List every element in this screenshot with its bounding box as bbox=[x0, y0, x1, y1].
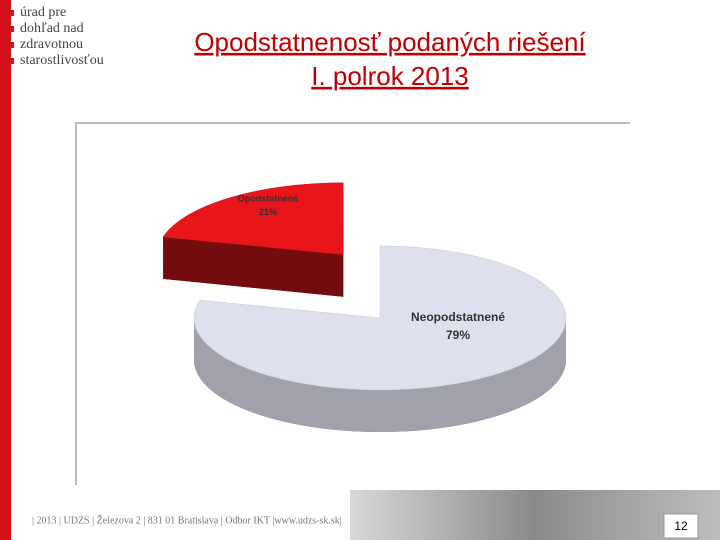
slice-label: Neopodstatnené bbox=[411, 310, 505, 324]
footer-text: | 2013 | UDZS | Železova 2 | 831 01 Brat… bbox=[32, 514, 342, 526]
logo: úrad pre dohľad nad zdravotnou starostli… bbox=[8, 5, 104, 68]
chart-frame bbox=[75, 122, 630, 485]
slice bbox=[162, 182, 344, 256]
logo-text: úrad pre bbox=[20, 5, 66, 20]
slice bbox=[193, 245, 567, 391]
page-number-box bbox=[663, 513, 699, 539]
slice-value-label: 21% bbox=[259, 207, 277, 217]
chart-title: Opodstatnenosť podaných riešení bbox=[194, 27, 586, 57]
logo-text: dohľad nad bbox=[20, 21, 84, 36]
chart-subtitle: I. polrok 2013 bbox=[311, 61, 469, 91]
slice-side bbox=[194, 318, 566, 432]
pie: Opodstatnené 21% Neopodstatnené 79% bbox=[162, 182, 567, 432]
logo-square bbox=[8, 42, 14, 48]
logo-text: zdravotnou bbox=[20, 37, 83, 52]
slice-value-label: 79% bbox=[446, 328, 470, 342]
logo-text: starostlivosťou bbox=[20, 53, 104, 68]
footer-photo bbox=[350, 490, 720, 540]
side-bar bbox=[0, 0, 11, 540]
slice-face bbox=[163, 236, 344, 297]
logo-square bbox=[8, 58, 14, 64]
page-number: 12 bbox=[674, 519, 688, 533]
footer-band bbox=[30, 505, 348, 535]
slice-label: Opodstatnené bbox=[238, 193, 299, 203]
logo-square bbox=[8, 10, 14, 16]
logo-square bbox=[8, 26, 14, 32]
